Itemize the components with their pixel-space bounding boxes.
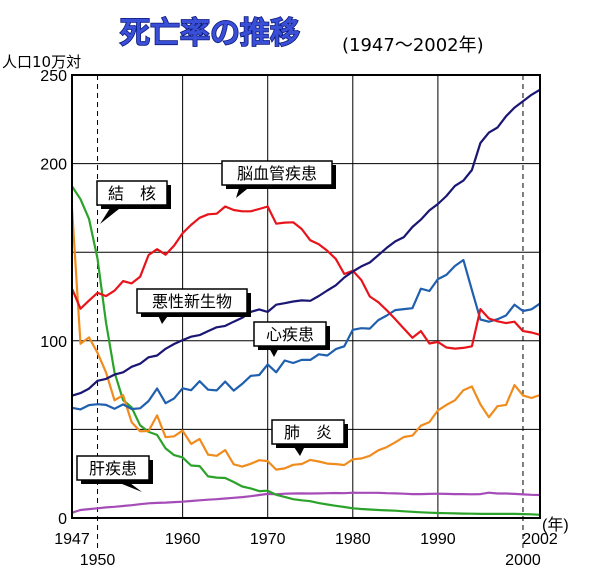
series-line: [71, 88, 541, 397]
plot-frame: [71, 74, 541, 519]
x-axis-label: (年): [542, 516, 569, 534]
series-line: [70, 208, 541, 471]
y-tick-label: 0: [58, 511, 67, 528]
y-tick-label: 250: [40, 68, 67, 85]
y-tick-label: 100: [40, 334, 67, 351]
y-tick-label: 200: [40, 157, 67, 174]
x-tick-label: 1950: [80, 552, 116, 569]
series-label: 心疾患: [253, 321, 330, 357]
series-line: [71, 491, 541, 514]
x-tick-label: 1960: [165, 531, 201, 548]
series-lines: [70, 88, 541, 516]
chart-title: 死亡率の推移: [120, 16, 300, 51]
x-tick-label: 1947: [54, 531, 90, 548]
series-label: 肝疾患: [76, 455, 153, 492]
series-label-text: 悪性新生物: [152, 292, 232, 311]
y-axis-label: 人口10万対: [2, 53, 81, 71]
series-label-text: 心疾患: [266, 325, 314, 344]
series-label: 脳血管疾患: [221, 160, 336, 198]
x-tick-label: 1980: [335, 531, 371, 548]
chart-subtitle: (1947〜2002年): [342, 35, 484, 56]
series-label: 結 核: [96, 180, 171, 224]
series-line: [71, 185, 541, 516]
tick-labels: 0 100 200 250 1947 1950 1960 1970 1980 1990 2000 20…: [40, 68, 558, 569]
series-label-text: 脳血管疾患: [237, 164, 317, 183]
series-label: 肺 炎: [271, 419, 348, 456]
x-tick-label: 2002: [522, 531, 558, 548]
series-label: 悪性新生物: [136, 288, 251, 324]
plot-border: [71, 74, 541, 519]
series-label-text: 肺 炎: [284, 423, 332, 442]
series-line: [70, 205, 541, 350]
x-tick-label: 1990: [420, 531, 456, 548]
series-label-text: 肝疾患: [89, 459, 137, 478]
x-tick-label: 2000: [505, 552, 541, 569]
series-label-text: 結 核: [108, 184, 156, 203]
x-tick-label: 1970: [250, 531, 286, 548]
series-line: [71, 258, 541, 411]
